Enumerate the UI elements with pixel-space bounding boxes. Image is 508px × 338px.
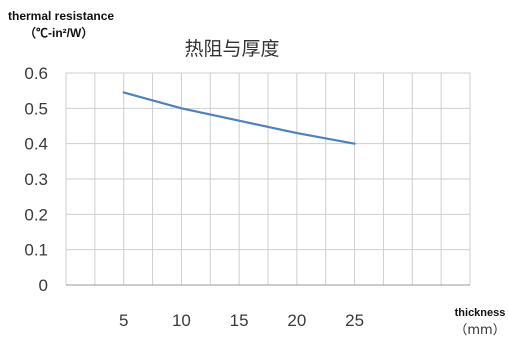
y-tick-label: 0.3 — [24, 170, 48, 189]
x-tick-labels: 5 10 15 20 25 — [119, 311, 364, 330]
x-axis-label-line2: （mm） — [454, 323, 505, 338]
x-tick-label: 10 — [172, 311, 191, 330]
x-tick-label: 5 — [119, 311, 128, 330]
x-tick-label: 15 — [230, 311, 249, 330]
series-line — [122, 91, 356, 145]
x-axis-label-line1: thickness — [455, 307, 506, 319]
x-tick-label: 25 — [345, 311, 364, 330]
y-axis-label-line2: （℃-in²/W） — [24, 25, 93, 40]
y-tick-label: 0 — [39, 276, 48, 295]
chart-title: 热阻与厚度 — [184, 38, 279, 60]
y-tick-label: 0.5 — [24, 99, 48, 118]
y-tick-labels: 0 0.1 0.2 0.3 0.4 0.5 0.6 — [24, 64, 48, 295]
y-axis-label-line1: thermal resistance — [8, 9, 114, 23]
y-tick-label: 0.2 — [24, 205, 48, 224]
y-tick-label: 0.6 — [24, 64, 48, 83]
y-tick-label: 0.4 — [24, 135, 48, 154]
grid — [65, 72, 471, 286]
x-tick-label: 20 — [287, 311, 306, 330]
y-tick-label: 0.1 — [24, 241, 48, 260]
series-layer — [122, 91, 356, 145]
